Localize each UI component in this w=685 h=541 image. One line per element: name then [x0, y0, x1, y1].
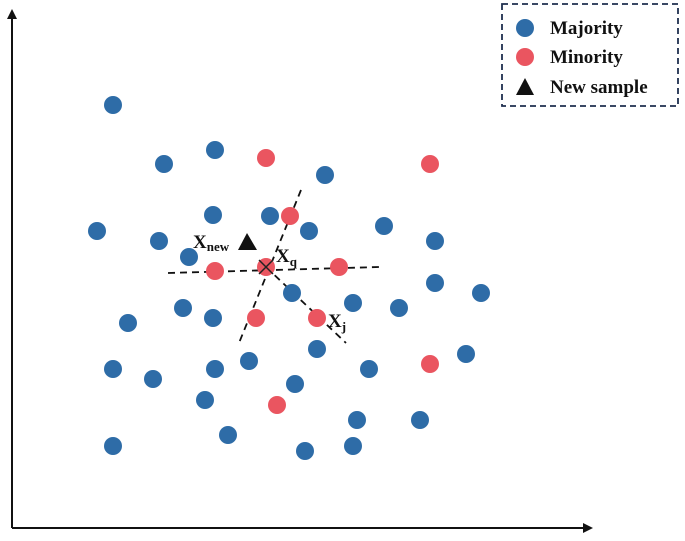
minority-point: [421, 155, 439, 173]
minority-point: [247, 309, 265, 327]
majority-point: [88, 222, 106, 240]
majority-point: [426, 232, 444, 250]
majority-point: [206, 141, 224, 159]
legend-new-sample-label: New sample: [550, 77, 648, 98]
majority-point: [375, 217, 393, 235]
majority-point: [119, 314, 137, 332]
majority-point: [261, 207, 279, 225]
legend-minority-label: Minority: [550, 47, 623, 68]
majority-point: [296, 442, 314, 460]
minority-point: [281, 207, 299, 225]
legend: Majority Minority New sample: [501, 3, 679, 107]
majority-point: [457, 345, 475, 363]
majority-point: [360, 360, 378, 378]
majority-point: [344, 294, 362, 312]
minority-point: [330, 258, 348, 276]
xj-label: Xj: [328, 311, 346, 334]
majority-point: [344, 437, 362, 455]
xq-star-icon: [258, 259, 274, 275]
majority-point: [174, 299, 192, 317]
minority-point: [308, 309, 326, 327]
majority-point: [206, 360, 224, 378]
legend-majority-label: Majority: [550, 18, 623, 39]
majority-point: [204, 206, 222, 224]
majority-point: [144, 370, 162, 388]
majority-point: [308, 340, 326, 358]
minority-point: [421, 355, 439, 373]
majority-point: [155, 155, 173, 173]
neighbour-line: [265, 266, 347, 344]
majority-point: [104, 360, 122, 378]
majority-point: [390, 299, 408, 317]
xq-label: Xq: [276, 246, 298, 269]
majority-point: [204, 309, 222, 327]
majority-legend-icon: [516, 19, 534, 37]
majority-point: [196, 391, 214, 409]
majority-point: [219, 426, 237, 444]
majority-point: [240, 352, 258, 370]
minority-point: [206, 262, 224, 280]
majority-point: [104, 437, 122, 455]
minority-point: [257, 149, 275, 167]
majority-point: [150, 232, 168, 250]
new-sample-triangle-icon: [238, 233, 257, 250]
majority-point: [286, 375, 304, 393]
majority-point: [348, 411, 366, 429]
xnew-label: Xnew: [193, 232, 230, 254]
minority-points: [206, 149, 439, 414]
majority-point: [180, 248, 198, 266]
majority-point: [472, 284, 490, 302]
majority-point: [104, 96, 122, 114]
minority-point: [268, 396, 286, 414]
new-sample-legend-icon: [516, 78, 534, 95]
majority-points: [88, 96, 490, 460]
majority-point: [426, 274, 444, 292]
majority-point: [316, 166, 334, 184]
minority-legend-icon: [516, 48, 534, 66]
majority-point: [300, 222, 318, 240]
majority-point: [283, 284, 301, 302]
majority-point: [411, 411, 429, 429]
